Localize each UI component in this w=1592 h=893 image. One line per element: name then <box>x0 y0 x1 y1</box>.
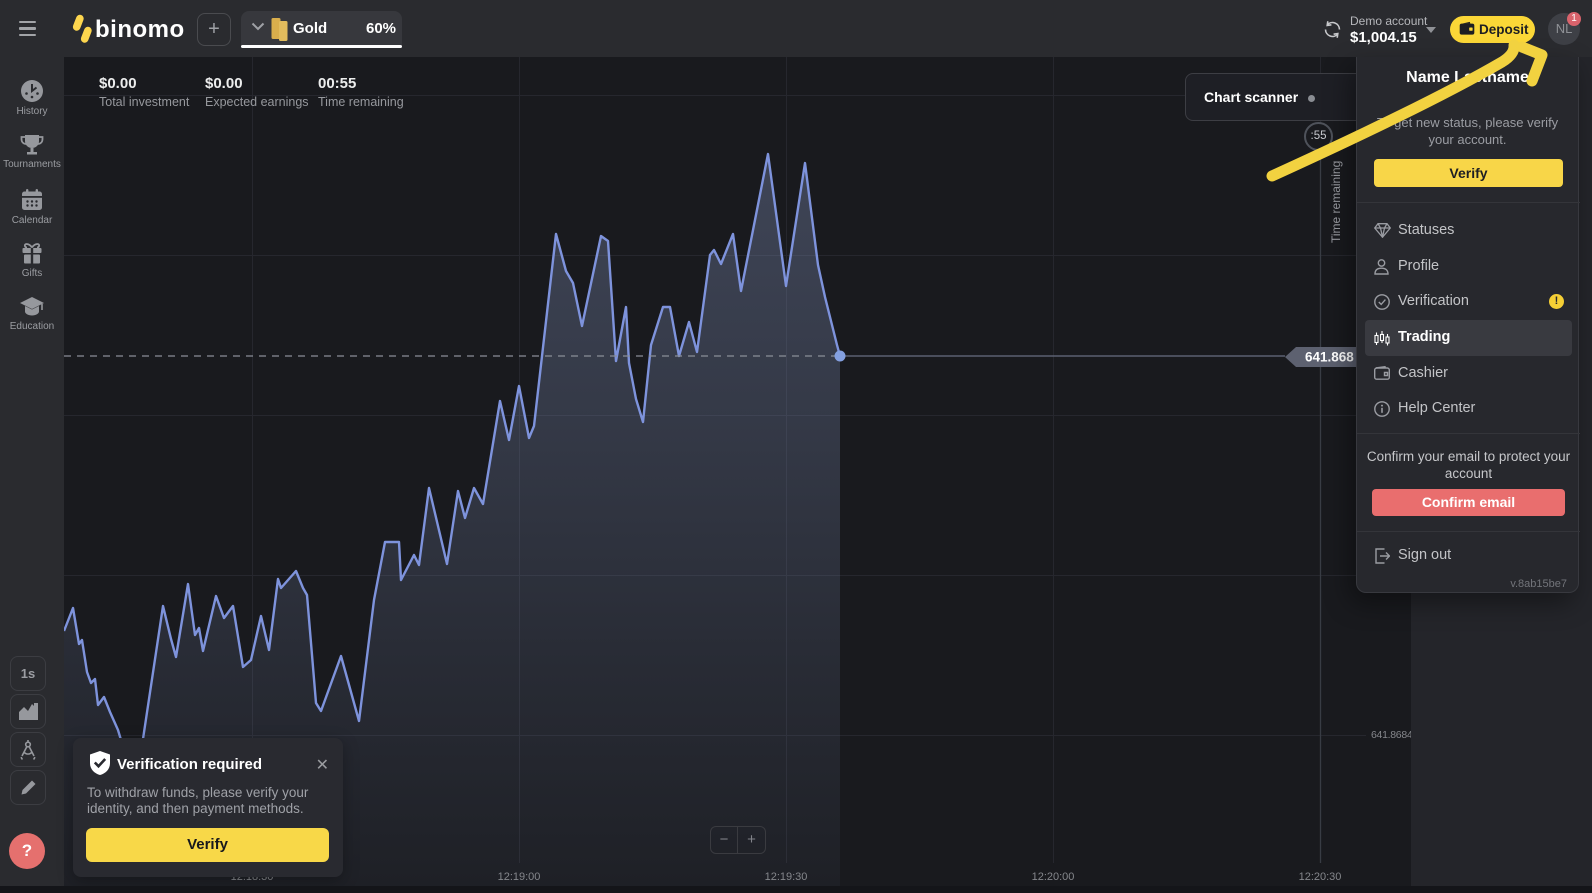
svg-text:641.868: 641.868 <box>1305 350 1354 365</box>
